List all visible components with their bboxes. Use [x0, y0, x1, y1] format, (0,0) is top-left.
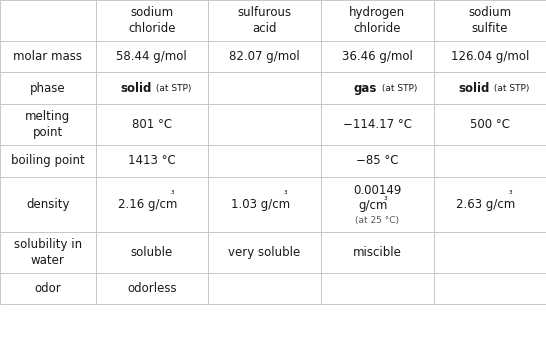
Bar — [0, 232, 96, 273]
Bar — [0, 273, 96, 304]
Text: odorless: odorless — [127, 282, 176, 295]
Text: sodium
sulfite: sodium sulfite — [468, 6, 511, 35]
Text: boiling point: boiling point — [11, 154, 85, 167]
Bar — [208, 0, 321, 41]
Text: 2.16 g/cm: 2.16 g/cm — [118, 198, 177, 211]
Text: melting
point: melting point — [25, 110, 70, 139]
Bar — [434, 232, 546, 273]
Text: 1.03 g/cm: 1.03 g/cm — [230, 198, 290, 211]
Text: density: density — [26, 198, 69, 211]
Text: −85 °C: −85 °C — [356, 154, 399, 167]
Text: −114.17 °C: −114.17 °C — [343, 118, 412, 131]
Bar — [96, 145, 208, 177]
Text: g/cm: g/cm — [359, 199, 388, 212]
Text: 82.07 g/mol: 82.07 g/mol — [229, 50, 300, 63]
Bar — [208, 232, 321, 273]
Bar — [321, 72, 434, 104]
Text: solubility in
water: solubility in water — [14, 238, 82, 267]
Text: 0.00149: 0.00149 — [353, 184, 401, 197]
Text: odor: odor — [34, 282, 61, 295]
Bar — [208, 145, 321, 177]
Bar — [208, 72, 321, 104]
Bar — [0, 145, 96, 177]
Text: molar mass: molar mass — [13, 50, 82, 63]
Bar — [321, 232, 434, 273]
Bar — [434, 104, 546, 145]
Bar — [208, 273, 321, 304]
Bar — [96, 104, 208, 145]
Bar — [208, 104, 321, 145]
Text: (at STP): (at STP) — [491, 84, 530, 93]
Bar — [96, 177, 208, 232]
Text: solid: solid — [459, 82, 490, 95]
Text: sulfurous
acid: sulfurous acid — [238, 6, 292, 35]
Text: 801 °C: 801 °C — [132, 118, 172, 131]
Text: gas: gas — [354, 82, 377, 95]
Text: sodium
chloride: sodium chloride — [128, 6, 175, 35]
Bar — [321, 41, 434, 72]
Text: (at STP): (at STP) — [379, 84, 417, 93]
Bar — [321, 104, 434, 145]
Bar — [96, 232, 208, 273]
Text: (at 25 °C): (at 25 °C) — [355, 216, 399, 225]
Text: very soluble: very soluble — [228, 246, 301, 259]
Bar — [434, 0, 546, 41]
Text: 126.04 g/mol: 126.04 g/mol — [450, 50, 529, 63]
Text: ³: ³ — [171, 190, 175, 199]
Bar — [321, 273, 434, 304]
Text: 58.44 g/mol: 58.44 g/mol — [116, 50, 187, 63]
Bar — [321, 0, 434, 41]
Text: hydrogen
chloride: hydrogen chloride — [349, 6, 405, 35]
Bar — [96, 41, 208, 72]
Text: ³: ³ — [509, 190, 513, 199]
Text: miscible: miscible — [353, 246, 402, 259]
Bar — [434, 177, 546, 232]
Bar — [208, 177, 321, 232]
Text: 2.63 g/cm: 2.63 g/cm — [456, 198, 515, 211]
Bar — [434, 41, 546, 72]
Bar — [434, 145, 546, 177]
Bar — [96, 0, 208, 41]
Text: 36.46 g/mol: 36.46 g/mol — [342, 50, 413, 63]
Bar — [321, 177, 434, 232]
Bar — [0, 177, 96, 232]
Text: solid: solid — [121, 82, 152, 95]
Text: (at STP): (at STP) — [153, 84, 192, 93]
Bar — [0, 41, 96, 72]
Bar — [96, 72, 208, 104]
Bar — [0, 0, 96, 41]
Text: phase: phase — [30, 82, 66, 95]
Text: 1413 °C: 1413 °C — [128, 154, 176, 167]
Text: ³: ³ — [283, 190, 287, 199]
Text: ³: ³ — [384, 196, 388, 205]
Text: soluble: soluble — [130, 246, 173, 259]
Bar — [434, 72, 546, 104]
Bar — [0, 72, 96, 104]
Bar — [321, 145, 434, 177]
Bar — [0, 104, 96, 145]
Text: 500 °C: 500 °C — [470, 118, 510, 131]
Bar — [434, 273, 546, 304]
Bar — [96, 273, 208, 304]
Bar — [208, 41, 321, 72]
